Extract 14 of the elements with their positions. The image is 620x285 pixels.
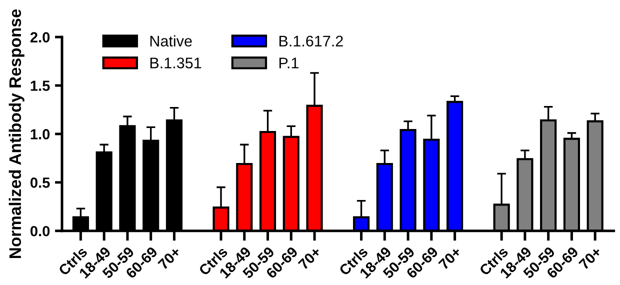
y-tick-label: 0.5 [30,178,50,188]
y-tick-label: 0.0 [30,226,50,236]
x-tick-label: 70+ [438,246,462,270]
legend-label: B.1.351 [150,58,202,68]
legend-label: Native [150,35,192,47]
x-tick-label: 70+ [157,246,182,270]
x-tick-label: 70+ [578,246,602,270]
legend-label: P.1 [279,58,298,68]
y-tick-label: 1.0 [30,129,50,140]
legend-label: B.1.617.2 [279,36,343,47]
y-tick-label: 2.0 [30,32,50,42]
x-tick-label: 70+ [298,246,322,270]
y-tick-label: 1.5 [30,80,50,91]
y-axis-title: Normalized Antibody Response [8,9,24,258]
